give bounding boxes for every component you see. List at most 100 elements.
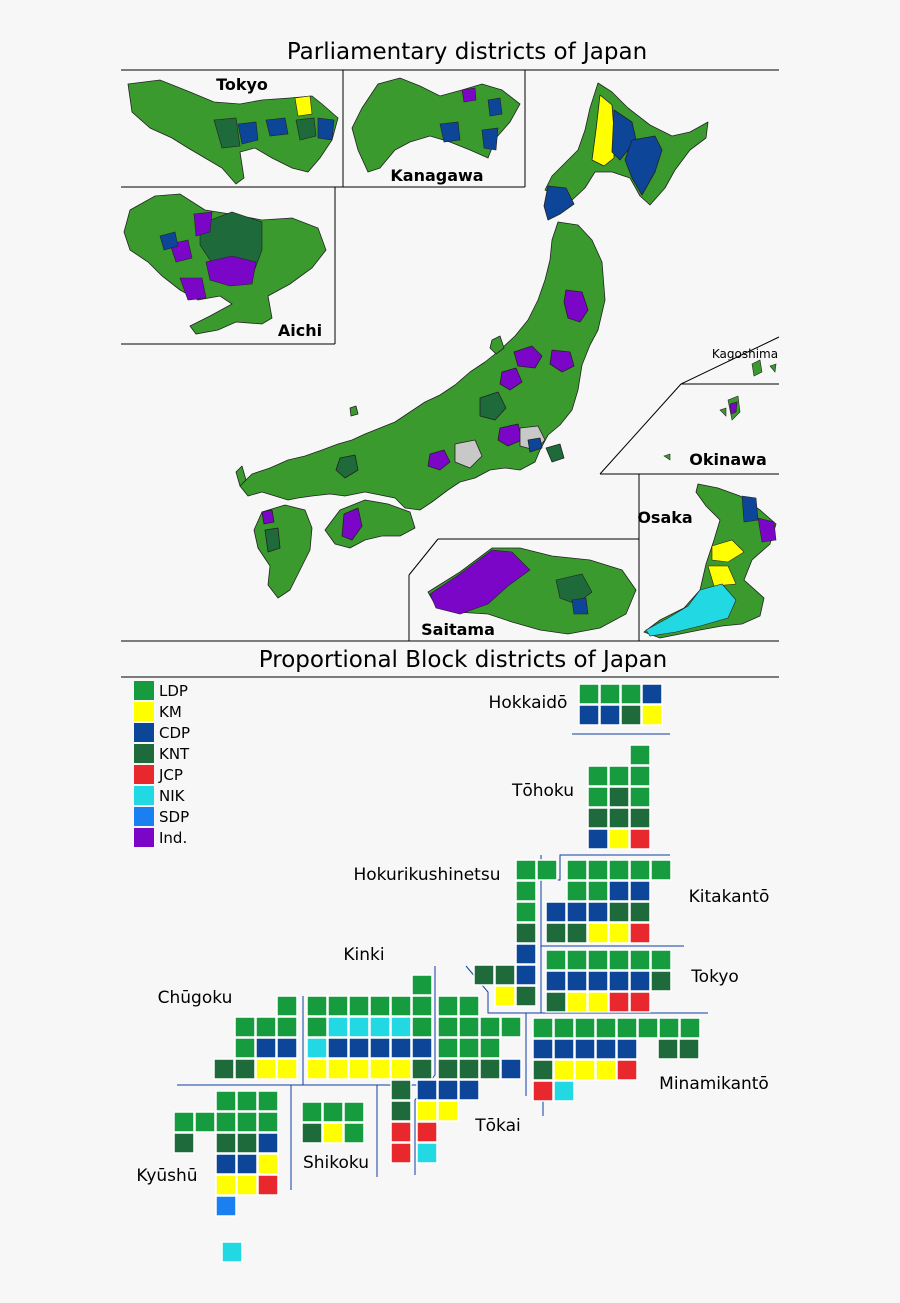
kanagawa-cdp-district-2: [481, 127, 499, 151]
seat-minamikanto-ldp: [637, 1017, 659, 1039]
tokyo-cdp-district-1: [237, 121, 259, 145]
seat-tohoku-ldp: [587, 765, 609, 787]
seat-kitakanto-knt: [629, 901, 651, 923]
osaka-km-district-2: [707, 565, 737, 587]
seat-hokurikushinetsu-cdp: [515, 943, 537, 965]
seat-tokyo-cdp: [587, 970, 609, 992]
honshu-knt-district-2: [335, 454, 359, 479]
honshu-cdp-district-1: [527, 437, 543, 453]
tokyo-cdp-district-3: [317, 117, 335, 141]
legend-swatch-ind: [134, 828, 154, 847]
seat-kyushu-sdp: [215, 1195, 237, 1217]
aichi-inset-label: Aichi: [278, 321, 322, 340]
seat-tokyo-ldp: [629, 949, 651, 971]
seat-tokai-ldp: [458, 1037, 480, 1059]
seat-minamikanto-jcp: [532, 1080, 554, 1102]
seat-chugoku-ldp: [234, 1037, 256, 1059]
seat-tohoku-ldp: [608, 765, 630, 787]
seat-kyushu-knt: [173, 1132, 195, 1154]
seat-hokurikushinetsu-ldp: [515, 880, 537, 902]
seat-hokkaido-cdp: [578, 704, 600, 726]
seat-tokyo-ldp: [608, 949, 630, 971]
honshu-vacant-district-1: [454, 439, 483, 469]
legend-label-km: KM: [159, 703, 182, 721]
seat-kinki-cdp: [369, 1037, 391, 1059]
okinawa-inset-label: Okinawa: [689, 450, 767, 469]
shikoku-shape: [324, 499, 416, 549]
seat-chugoku-km: [255, 1058, 277, 1080]
osaka-cdp-district: [741, 495, 759, 523]
kanagawa-ind-district: [461, 87, 477, 103]
seat-tohoku-knt: [608, 786, 630, 808]
seat-kitakanto-cdp: [545, 901, 567, 923]
seat-kinki-ldp: [411, 995, 433, 1017]
seat-kyushu-cdp: [257, 1132, 279, 1154]
legend-label-jcp: JCP: [158, 766, 183, 784]
seat-tokai-knt: [479, 1058, 501, 1080]
seat-kinki-knt: [390, 1100, 412, 1122]
seat-tokai-ldp: [479, 1037, 501, 1059]
honshu-knt-district-3: [545, 443, 565, 463]
seat-minamikanto-cdp: [595, 1038, 617, 1060]
seat-minamikanto-km: [574, 1059, 596, 1081]
seat-kyushu-km: [236, 1174, 258, 1196]
seat-chugoku-ldp: [234, 1016, 256, 1038]
saitama-cdp-district: [571, 597, 589, 615]
seat-tohoku-ldp: [587, 786, 609, 808]
seat-tokyo-cdp: [545, 970, 567, 992]
seat-tokai-ldp: [458, 1016, 480, 1038]
seat-tohoku-knt: [587, 807, 609, 829]
seat-hokkaido-cdp: [641, 683, 663, 705]
japan-district-map: [235, 82, 709, 599]
legend-swatch-km: [134, 702, 154, 721]
seat-kinki-knt: [411, 1058, 433, 1080]
osaka-ind-district: [757, 517, 777, 543]
aichi-ind-district-3: [205, 255, 257, 287]
shikoku-ind-district: [341, 507, 363, 541]
seat-tokai-cdp: [437, 1079, 459, 1101]
osaka-inset-label: Osaka: [637, 508, 692, 527]
kanagawa-cdp-district-1: [439, 121, 461, 143]
seat-shikoku-ldp: [322, 1101, 344, 1123]
pr-block-seats: [173, 683, 701, 1263]
honshu-ind-district-1: [563, 289, 589, 323]
seat-hokurikushinetsu-cdp: [515, 964, 537, 986]
osaka-nik-district: [645, 583, 737, 637]
seat-tohoku-knt: [629, 807, 651, 829]
seat-kinki-km: [369, 1058, 391, 1080]
seat-kyushu-knt: [215, 1132, 237, 1154]
seat-kinki-ldp: [369, 995, 391, 1017]
seat-kinki-nik: [390, 1016, 412, 1038]
kagoshima-inset-label: Kagoshima: [712, 347, 778, 361]
block-boundaries: [177, 733, 708, 1190]
seat-hokurikushinetsu-knt: [473, 964, 495, 986]
seat-kitakanto-cdp: [566, 901, 588, 923]
seat-tokai-cdp: [458, 1079, 480, 1101]
seat-kyushu-ldp: [236, 1090, 258, 1112]
seat-tokai-km: [437, 1100, 459, 1122]
saitama-inset: Saitama: [408, 538, 639, 641]
seat-minamikanto-ldp: [595, 1017, 617, 1039]
seat-chugoku-cdp: [276, 1037, 298, 1059]
kanagawa-inset-map: [351, 77, 521, 173]
seat-tokyo-knt: [545, 991, 567, 1013]
legend-swatch-jcp: [134, 765, 154, 784]
seat-kinki-ldp: [411, 974, 433, 996]
seat-minamikanto-cdp: [532, 1038, 554, 1060]
seat-kinki-ldp: [390, 995, 412, 1017]
seat-tokai-ldp: [458, 995, 480, 1017]
seat-chugoku-ldp: [276, 1016, 298, 1038]
seat-kitakanto-ldp: [629, 859, 651, 881]
kagoshima-inset: Kagoshima: [680, 336, 780, 385]
aichi-cdp-district: [159, 231, 179, 251]
block-label-tohoku: Tōhoku: [511, 781, 574, 801]
seat-kitakanto-knt: [545, 922, 567, 944]
seat-kitakanto-km: [608, 922, 630, 944]
honshu-knt-district-1: [479, 391, 507, 421]
honshu-ind-district-2: [513, 345, 543, 369]
block-label-shikoku: Shikoku: [303, 1153, 369, 1173]
seat-tokyo-ldp: [650, 949, 672, 971]
kyushu-knt-district: [264, 527, 281, 553]
seat-tohoku-ldp: [629, 786, 651, 808]
seat-minamikanto-km: [553, 1059, 575, 1081]
